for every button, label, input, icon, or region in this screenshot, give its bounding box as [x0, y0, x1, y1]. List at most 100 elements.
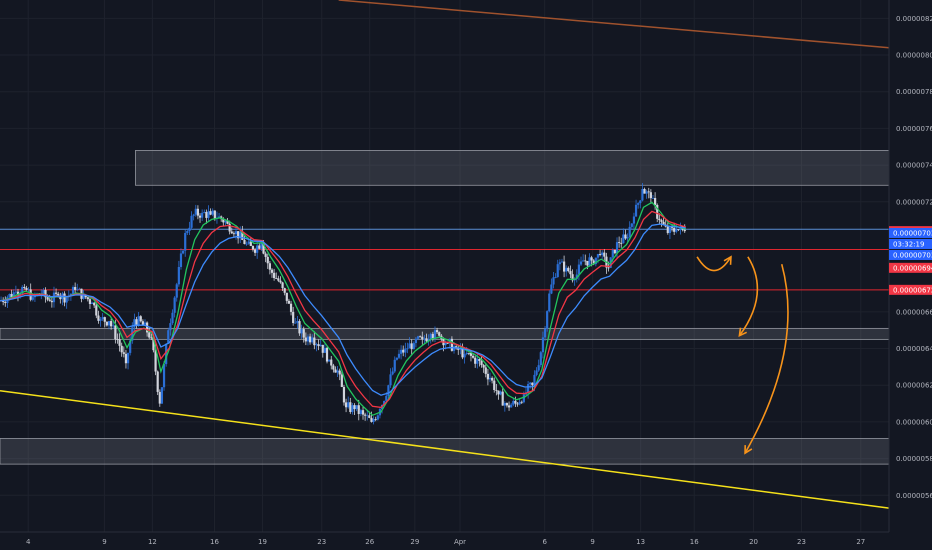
candle-body [129, 340, 132, 353]
candle-body [90, 302, 94, 305]
candle-body [385, 395, 388, 401]
candle-body [347, 402, 350, 408]
candle-body [319, 344, 322, 347]
candle-body [294, 322, 297, 324]
candle-body [251, 245, 255, 250]
candle-body [527, 384, 530, 393]
candle-body [42, 290, 45, 294]
candle-body [410, 343, 413, 350]
candle-body [366, 415, 369, 417]
candle-body [556, 264, 559, 278]
candle-body [328, 359, 331, 362]
candle-body [179, 253, 183, 267]
candle-body [222, 218, 225, 223]
candle-body [389, 374, 392, 386]
moving-averages [0, 201, 686, 417]
candle-body [93, 302, 96, 306]
candle-body [126, 352, 130, 364]
candle-body [463, 354, 466, 358]
time-tick-label: 29 [410, 538, 419, 546]
candle-body [260, 242, 263, 249]
candle-body [124, 353, 128, 364]
candle-body [560, 261, 564, 263]
candle-body [408, 343, 411, 349]
candle-body [198, 215, 202, 218]
candle-body [535, 370, 538, 375]
candle-body [287, 300, 291, 304]
candle-body [71, 287, 75, 294]
candle-body [624, 234, 627, 239]
candle-body [474, 357, 477, 364]
candle-body [241, 231, 244, 240]
candle-body [186, 231, 189, 233]
price-badge-label: 03:32:19 [893, 240, 924, 248]
candle-body [414, 338, 418, 344]
candle-body [88, 299, 92, 305]
candle-body [353, 405, 356, 410]
candle-body [247, 241, 250, 244]
candle-body [228, 223, 231, 232]
grid [0, 0, 889, 532]
price-tick-label: 0.00000560 [896, 492, 932, 500]
candle-body [14, 291, 17, 293]
candle-body [668, 227, 672, 233]
time-tick-label: 9 [102, 538, 106, 546]
candle-body [444, 342, 447, 346]
candle-body [662, 221, 665, 225]
candle-body [361, 410, 365, 415]
price-zone [0, 438, 890, 465]
candle-body [258, 245, 261, 249]
candle-body [537, 365, 540, 371]
ema-line [0, 223, 686, 396]
price-badge [889, 227, 932, 238]
candle-body [626, 237, 629, 239]
candle-body [213, 210, 216, 219]
candle-body [433, 330, 437, 339]
candle-body [156, 371, 159, 392]
time-axis[interactable]: 4 9 12 16 19 23 26 29 Apr 6 9 13 16 20 23 27 [26, 538, 865, 546]
candle-body [152, 337, 155, 351]
candle-body [181, 250, 185, 254]
candle-body [313, 337, 316, 346]
candle-body [541, 337, 545, 353]
candle-body [673, 228, 676, 232]
candle-body [315, 344, 318, 346]
candle-body [249, 241, 252, 246]
candle-body [592, 260, 595, 265]
candle-body [302, 329, 305, 338]
candle-body [330, 359, 333, 366]
candle-body [188, 227, 191, 232]
candle-body [160, 387, 164, 404]
candle-body [579, 261, 583, 265]
candle-body [74, 287, 77, 290]
candle-body [253, 249, 257, 253]
candle-body [334, 369, 337, 373]
candle-body [194, 208, 197, 215]
candle-body [431, 333, 434, 339]
support-resistance-zones [0, 150, 890, 465]
candle-body [446, 342, 449, 344]
candle-body [628, 226, 631, 238]
candle-body [450, 338, 454, 351]
candle-body [116, 339, 119, 341]
candle-body [175, 284, 178, 298]
candle-body [76, 289, 79, 291]
candle-body [99, 319, 102, 321]
time-tick-label: 26 [365, 538, 374, 546]
candle-body [550, 284, 553, 294]
candle-body [615, 242, 619, 254]
candle-body [649, 192, 652, 199]
candle-body [203, 211, 206, 213]
price-badge [889, 238, 932, 249]
candle-body [306, 336, 310, 342]
candle-body [499, 391, 502, 395]
candle-body [300, 329, 303, 334]
candle-body [516, 403, 519, 405]
annotations [696, 255, 789, 455]
candle-body [586, 260, 589, 266]
candle-body [641, 188, 644, 201]
